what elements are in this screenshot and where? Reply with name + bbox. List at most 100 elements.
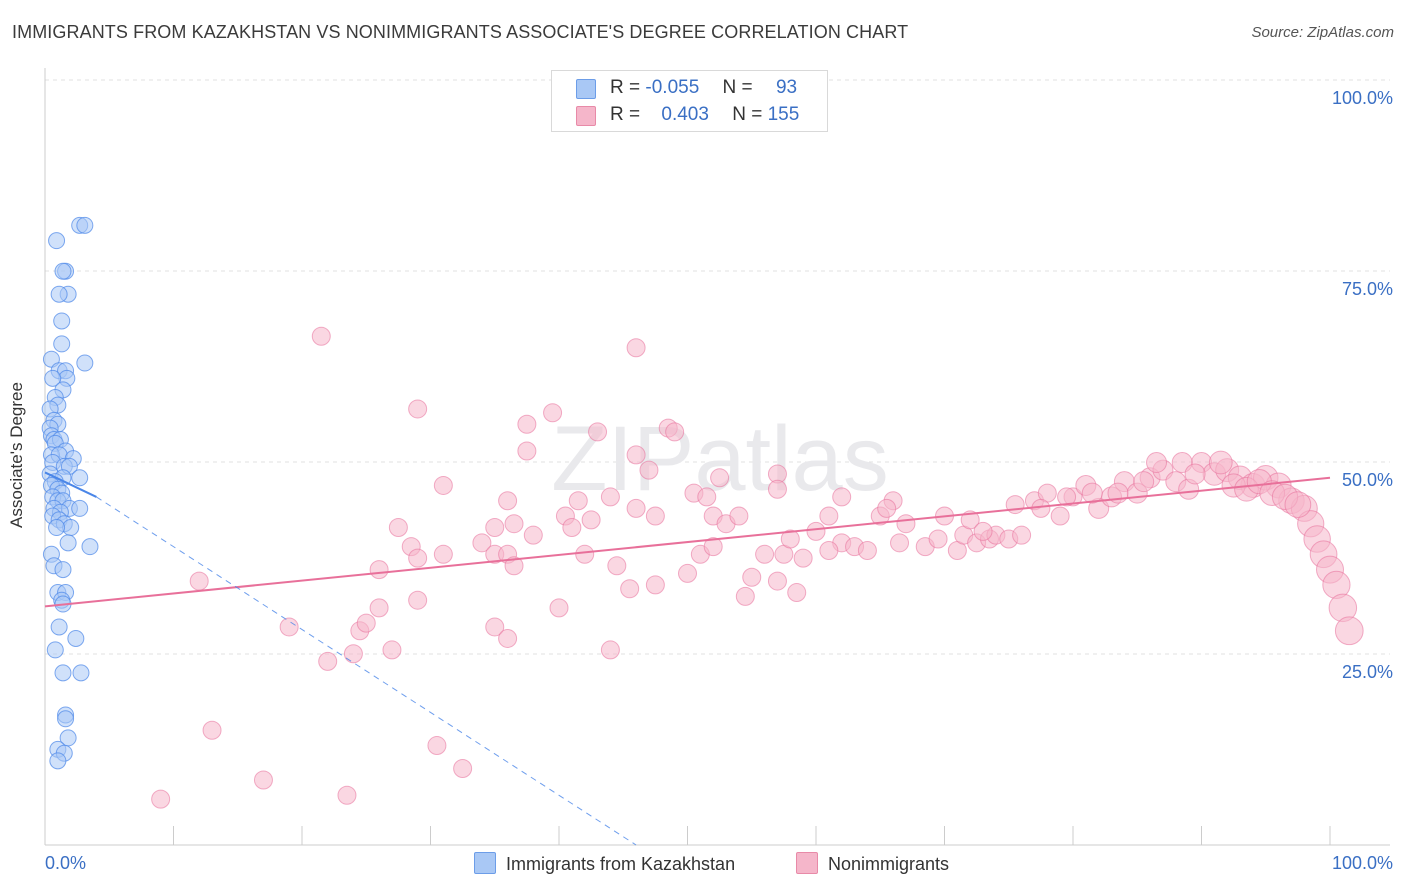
kazakhstan-point: [76, 216, 94, 234]
nonimmigrants-point: [369, 598, 389, 618]
nonimmigrants-point: [356, 613, 376, 633]
nonimmigrants-point: [806, 521, 826, 541]
legend-swatch-blue: [576, 79, 596, 99]
legend-swatch-pink: [796, 852, 818, 874]
kazakhstan-point: [72, 664, 90, 682]
nonimmigrants-point: [202, 720, 222, 740]
nonimmigrants-point: [607, 556, 627, 576]
nonimmigrants-point: [388, 518, 408, 538]
legend-r-value: 0.403: [661, 104, 709, 125]
y-tick-label: 100.0%: [1332, 88, 1393, 108]
nonimmigrants-point: [1208, 450, 1233, 475]
nonimmigrants-point: [1133, 471, 1155, 493]
nonimmigrants-point: [735, 586, 755, 606]
kazakhstan-point: [50, 285, 68, 303]
legend-r-label: R =: [610, 77, 641, 98]
nonimmigrants-point: [318, 651, 338, 671]
kazakhstan-point: [50, 618, 68, 636]
kazakhstan-points: [41, 216, 99, 770]
legend-r-value: -0.055: [645, 77, 700, 98]
kazakhstan-trend-extension: [96, 496, 637, 846]
nonimmigrants-point: [780, 529, 800, 549]
legend-n-label: N =: [722, 77, 753, 98]
grid-lines: [45, 79, 1390, 655]
nonimmigrants-point: [1031, 498, 1051, 518]
kazakhstan-point: [46, 641, 64, 659]
nonimmigrants-point: [485, 617, 505, 637]
legend-n-value: 93: [775, 77, 798, 98]
nonimmigrants-point: [151, 789, 171, 809]
nonimmigrants-point: [1184, 463, 1206, 485]
nonimmigrants-point: [504, 556, 524, 576]
nonimmigrants-point: [562, 518, 582, 538]
kazakhstan-point: [44, 369, 62, 387]
bottom-legend-nonimmigrants: Nonimmigrants: [796, 852, 949, 875]
kazakhstan-point: [59, 534, 77, 552]
nonimmigrants-point: [787, 583, 807, 603]
nonimmigrants-point: [337, 785, 357, 805]
kazakhstan-point: [76, 354, 94, 372]
kazakhstan-point: [53, 312, 71, 330]
nonimmigrants-point: [517, 414, 537, 434]
nonimmigrants-point: [472, 533, 492, 553]
nonimmigrants-point: [703, 537, 723, 557]
nonimmigrants-point: [575, 544, 595, 564]
nonimmigrants-point: [408, 399, 428, 419]
y-tick-label: 50.0%: [1342, 470, 1393, 490]
nonimmigrants-point: [729, 506, 749, 526]
legend-swatch-blue: [474, 852, 496, 874]
legend-n-label: N =: [732, 104, 763, 125]
kazakhstan-point: [48, 232, 66, 250]
nonimmigrants-point: [697, 487, 717, 507]
nonimmigrants-point: [427, 736, 447, 756]
nonimmigrants-point: [498, 491, 518, 511]
nonimmigrants-point: [1012, 525, 1032, 545]
kazakhstan-point: [71, 469, 89, 487]
nonimmigrants-point: [767, 479, 787, 499]
nonimmigrants-point: [1057, 487, 1077, 507]
legend-n-value: 155: [767, 104, 800, 125]
nonimmigrants-point: [960, 510, 980, 530]
nonimmigrants-point: [543, 403, 563, 423]
nonimmigrants-point: [819, 540, 839, 560]
nonimmigrants-point: [1081, 482, 1103, 504]
nonimmigrants-point: [600, 487, 620, 507]
nonimmigrants-point: [600, 640, 620, 660]
nonimmigrants-point: [369, 560, 389, 580]
kazakhstan-point: [53, 335, 71, 353]
tick-labels: 25.0% 50.0% 75.0% 100.0% 0.0% 100.0%: [45, 88, 1393, 873]
kazakhstan-point: [49, 752, 67, 770]
nonimmigrants-point: [620, 579, 640, 599]
kazakhstan-point: [54, 262, 72, 280]
nonimmigrants-point: [665, 422, 685, 442]
nonimmigrants-point: [928, 529, 948, 549]
source-credit: Source: ZipAtlas.com: [1251, 24, 1394, 41]
nonimmigrants-point: [485, 518, 505, 538]
x-tick-label: 0.0%: [45, 853, 86, 873]
legend-label-kazakhstan: Immigrants from Kazakhstan: [506, 854, 736, 874]
y-tick-label: 75.0%: [1342, 279, 1393, 299]
nonimmigrants-point: [857, 540, 877, 560]
nonimmigrants-point: [645, 506, 665, 526]
bottom-legend-kazakhstan: Immigrants from Kazakhstan: [474, 852, 735, 875]
nonimmigrants-point: [639, 460, 659, 480]
nonimmigrants-point: [311, 326, 331, 346]
kazakhstan-point: [57, 710, 75, 728]
y-tick-label: 25.0%: [1342, 662, 1393, 682]
nonimmigrants-point: [1334, 616, 1364, 646]
nonimmigrants-point: [549, 598, 569, 618]
nonimmigrants-point: [896, 514, 916, 534]
correlation-legend: R = -0.055 N = 93 R = 0.403 N = 155: [551, 70, 828, 132]
nonimmigrants-point: [279, 617, 299, 637]
nonimmigrants-point: [626, 498, 646, 518]
nonimmigrants-point: [742, 567, 762, 587]
x-tick-label: 100.0%: [1332, 853, 1393, 873]
chart-title: IMMIGRANTS FROM KAZAKHSTAN VS NONIMMIGRA…: [12, 22, 909, 42]
nonimmigrants-point: [408, 548, 428, 568]
kazakhstan-point: [54, 561, 72, 579]
nonimmigrants-point: [588, 422, 608, 442]
nonimmigrants-point: [433, 544, 453, 564]
nonimmigrants-point: [890, 533, 910, 553]
nonimmigrants-point: [793, 548, 813, 568]
nonimmigrants-point: [343, 644, 363, 664]
